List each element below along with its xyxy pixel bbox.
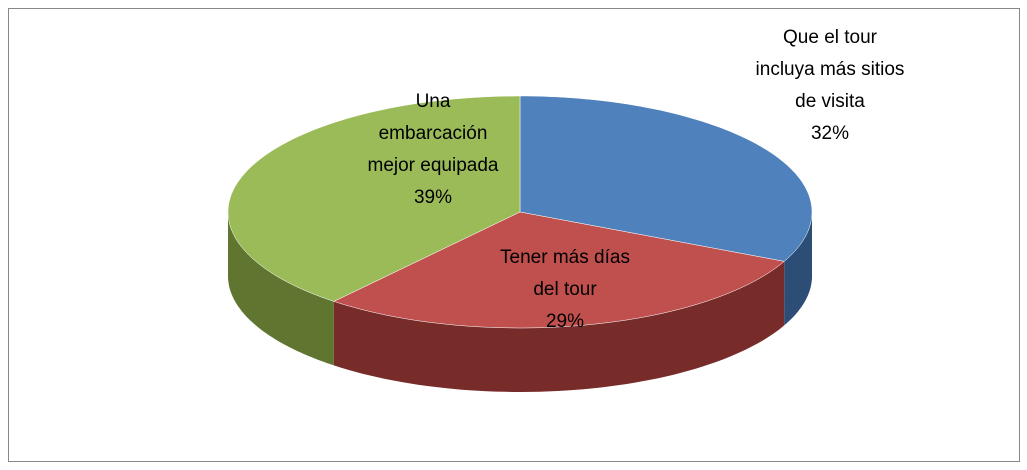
data-label: Tener más días del tour 29% — [490, 242, 640, 338]
value-label: 29% — [545, 311, 585, 332]
data-label: Que el tour incluya más sitios de visita… — [755, 22, 905, 150]
value-label: 32% — [810, 123, 850, 144]
category-label: Una embarcación mejor equipada — [367, 91, 499, 176]
slice-side — [333, 261, 785, 392]
pie-slice — [519, 95, 813, 262]
slice-side — [228, 212, 334, 366]
slice-side — [784, 212, 812, 326]
category-label: Tener más días del tour — [500, 247, 630, 300]
data-label: Una embarcación mejor equipada 39% — [363, 86, 503, 214]
pie-slice — [333, 211, 785, 329]
pie-slice — [227, 95, 521, 302]
category-label: Que el tour incluya más sitios de visita — [755, 27, 905, 112]
value-label: 39% — [413, 187, 453, 208]
